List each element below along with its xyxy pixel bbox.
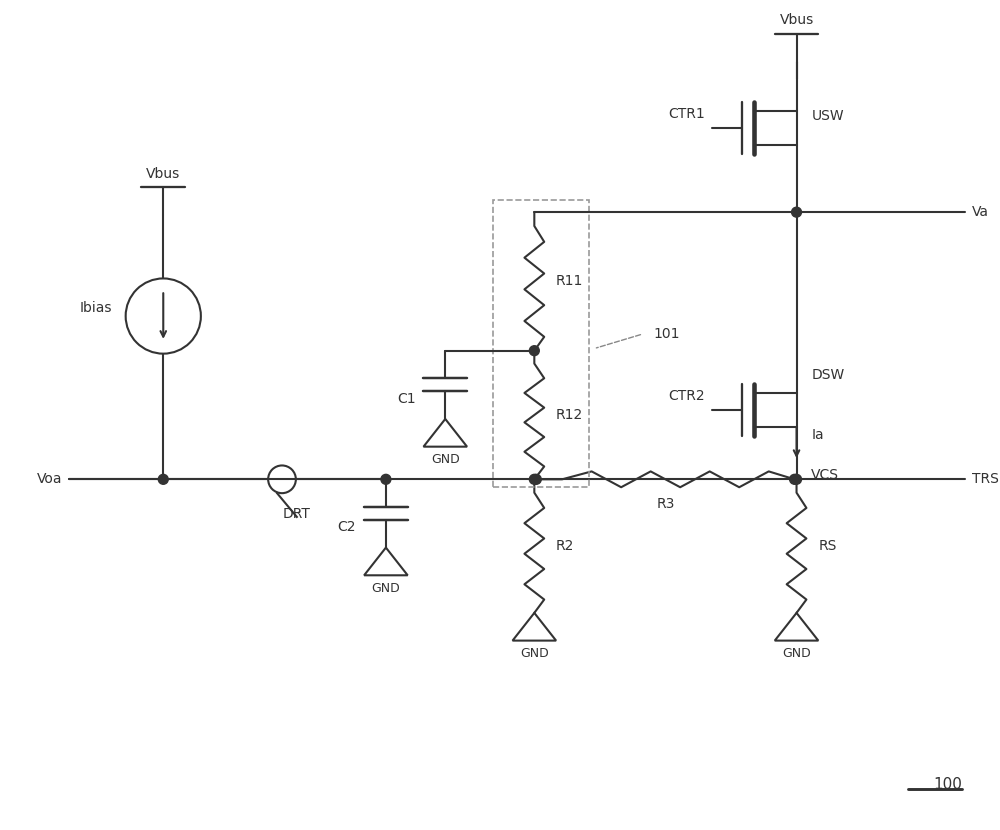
Text: Va: Va (972, 205, 989, 219)
Text: GND: GND (372, 582, 400, 594)
Text: CTR2: CTR2 (668, 389, 705, 403)
Text: R11: R11 (556, 275, 583, 288)
Text: 100: 100 (933, 777, 962, 792)
Text: GND: GND (431, 453, 460, 466)
Text: Ia: Ia (811, 428, 824, 442)
Text: Voa: Voa (37, 472, 62, 486)
Text: CTR1: CTR1 (668, 107, 705, 121)
Circle shape (529, 475, 539, 484)
Circle shape (792, 208, 801, 217)
Text: C1: C1 (397, 392, 416, 406)
Bar (493, 200, 589, 487)
Circle shape (529, 346, 539, 355)
Text: C2: C2 (338, 520, 356, 535)
Text: GND: GND (782, 647, 811, 660)
Text: Ibias: Ibias (79, 301, 112, 315)
Circle shape (792, 475, 801, 484)
Text: R12: R12 (556, 408, 583, 422)
Text: 101: 101 (653, 327, 680, 341)
Text: Vbus: Vbus (779, 13, 814, 27)
Text: USW: USW (811, 110, 844, 123)
Text: RS: RS (818, 539, 837, 553)
Circle shape (790, 475, 800, 484)
Text: VCS: VCS (811, 468, 839, 481)
Text: R3: R3 (656, 497, 675, 511)
Circle shape (381, 475, 391, 484)
Text: DRT: DRT (283, 507, 311, 521)
Text: R2: R2 (556, 539, 574, 553)
Text: GND: GND (520, 647, 549, 660)
Circle shape (531, 475, 541, 484)
Text: TRS: TRS (972, 472, 999, 486)
Text: DSW: DSW (811, 369, 845, 383)
Text: Vbus: Vbus (146, 167, 180, 181)
Circle shape (158, 475, 168, 484)
